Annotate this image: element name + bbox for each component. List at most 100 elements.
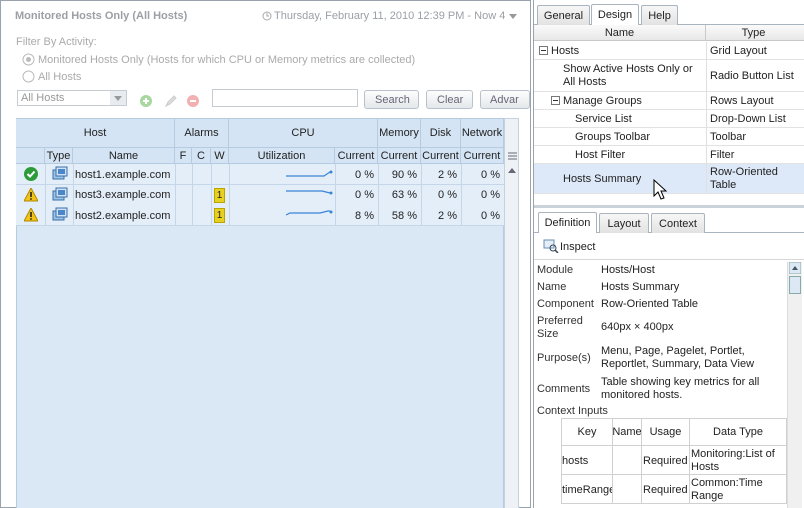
hosts-panel: Monitored Hosts Only (All Hosts) Thursday…	[0, 0, 531, 508]
column-header[interactable]: Current	[421, 148, 461, 164]
tree-node-type: Rows Layout	[710, 94, 774, 107]
tree-row[interactable]	[534, 110, 804, 128]
status-icon	[24, 208, 38, 222]
table-cell-border	[211, 164, 212, 185]
column-header[interactable]: Name	[73, 148, 175, 164]
scroll-up[interactable]	[508, 167, 516, 173]
tree-column-divider	[706, 92, 707, 110]
warning-alarm-count[interactable]: 1	[214, 208, 225, 223]
radio-label[interactable]: Monitored Hosts Only (Hosts for which CP…	[38, 54, 416, 66]
host-type-icon	[52, 187, 68, 200]
table-cell-border	[73, 205, 74, 226]
context-cell	[613, 446, 642, 475]
scroll-up[interactable]	[789, 262, 801, 274]
context-key: hosts	[562, 454, 589, 467]
host-name[interactable]: host2.example.com	[75, 209, 171, 222]
search-input[interactable]	[212, 89, 358, 107]
metric-value: 8 %	[355, 209, 374, 222]
context-cell	[690, 446, 787, 475]
table-cell-border	[229, 205, 230, 226]
table-cell-border	[73, 164, 74, 185]
table-cell-border	[421, 205, 422, 226]
inspect-icon[interactable]	[543, 239, 559, 253]
table-cell-border	[378, 184, 379, 206]
column-header[interactable]: Current	[335, 148, 378, 164]
tree-node-type: Row-Oriented Table	[710, 166, 778, 191]
table-cell-border	[229, 184, 230, 206]
edit-icon[interactable]	[164, 94, 178, 108]
splitter	[534, 205, 804, 208]
column-group-header: Network	[461, 118, 504, 148]
table-cell-border	[45, 164, 46, 185]
warning-alarm-count[interactable]: 1	[214, 187, 225, 203]
tree-node-type: Drop-Down List	[710, 112, 786, 125]
inspect-divider	[534, 259, 804, 260]
tab[interactable]: Design	[591, 4, 639, 25]
metric-value: 63 %	[391, 189, 417, 201]
toolbar-button[interactable]: Search	[364, 90, 419, 109]
tab[interactable]: Layout	[599, 213, 649, 233]
tree-row[interactable]	[534, 92, 804, 110]
metric-value: 2 %	[438, 209, 457, 222]
property-label: Purpose(s)	[537, 351, 591, 364]
tree-row[interactable]	[534, 128, 804, 146]
host-row[interactable]	[16, 205, 504, 226]
metric-value: 0 %	[438, 189, 457, 201]
column-header[interactable]: Current	[378, 148, 421, 164]
metric-value: 0 %	[481, 168, 500, 181]
table-cell-border	[211, 184, 212, 206]
host-name[interactable]: host1.example.com	[75, 168, 171, 181]
table-menu-icon[interactable]	[508, 152, 517, 160]
property-value: Menu, Page, Pagelet, Portlet, Reportlet,…	[601, 345, 755, 370]
tab[interactable]: General	[537, 5, 590, 25]
tree-node-name: Groups Toolbar	[575, 130, 651, 143]
tab[interactable]: Context	[651, 213, 705, 233]
scroll-thumb[interactable]	[789, 276, 801, 294]
context-data-type: Monitoring:List of Hosts	[691, 447, 775, 473]
column-header[interactable]: Type	[45, 148, 73, 164]
tree-column-divider	[706, 110, 707, 128]
column-header[interactable]: Utilization	[229, 148, 335, 164]
properties-scrollbar	[787, 262, 802, 508]
host-name[interactable]: host3.example.com	[75, 189, 171, 201]
context-cell	[642, 446, 690, 475]
radio-label[interactable]: All Hosts	[38, 71, 82, 83]
host-type-icon	[52, 207, 68, 221]
time-range[interactable]: Thursday, February 11, 2010 12:39 PM - N…	[274, 10, 506, 22]
tree-row[interactable]	[534, 146, 804, 164]
tree-row[interactable]	[534, 60, 804, 92]
group-dropdown[interactable]: All Hosts	[17, 90, 127, 106]
tree-node-name: Host Filter	[575, 148, 626, 161]
tree-row[interactable]	[534, 164, 804, 194]
remove-icon[interactable]	[186, 94, 200, 108]
dropdown-arrow[interactable]	[110, 91, 126, 105]
tree-column-header: Type	[741, 27, 766, 39]
radio-button[interactable]	[22, 53, 35, 66]
property-value: 640px × 400px	[601, 321, 674, 333]
tree-node-name: Show Active Hosts Only or All Hosts	[563, 63, 693, 88]
table-cell-border	[192, 184, 193, 206]
column-header[interactable]: W	[211, 148, 229, 164]
table-cell-border	[335, 164, 336, 185]
table-cell-border	[45, 184, 46, 206]
tab[interactable]: Help	[641, 5, 678, 25]
status-icon	[24, 187, 38, 201]
column-header[interactable]: Current	[461, 148, 504, 164]
collapse-toggle[interactable]	[551, 96, 560, 105]
column-header[interactable]: C	[192, 148, 211, 164]
toolbar-button[interactable]: Advar	[480, 90, 530, 109]
property-label: Comments	[537, 382, 591, 395]
add-icon[interactable]	[139, 94, 153, 108]
tab[interactable]: Definition	[538, 212, 597, 233]
radio-button[interactable]	[22, 70, 35, 83]
tree-node-name: Hosts	[551, 44, 580, 57]
inspect-button[interactable]: Inspect	[560, 241, 596, 253]
column-header[interactable]: F	[175, 148, 192, 164]
tree-row[interactable]	[534, 42, 804, 60]
table-cell-border	[45, 205, 46, 226]
tree-column-divider	[706, 60, 707, 92]
collapse-toggle[interactable]	[539, 46, 548, 55]
time-dropdown-arrow[interactable]	[509, 14, 517, 19]
toolbar-button[interactable]: Clear	[426, 90, 473, 109]
context-usage: Required	[643, 483, 688, 496]
